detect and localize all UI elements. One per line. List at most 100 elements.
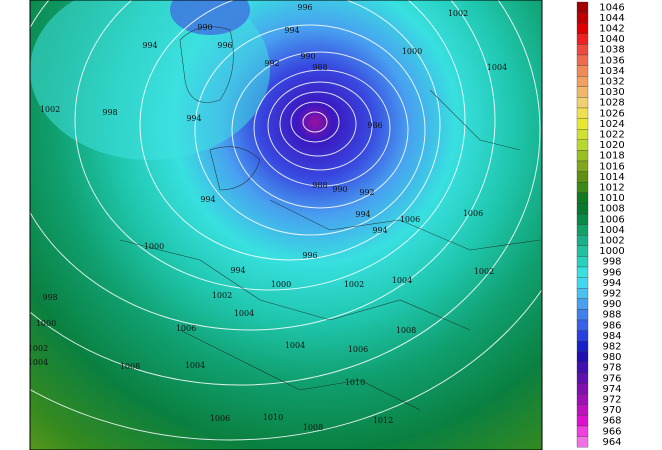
- legend-label: 972: [602, 395, 621, 406]
- legend-swatch: [576, 97, 589, 109]
- legend-swatch: [576, 1, 589, 13]
- contour-label: 998: [102, 108, 117, 117]
- legend-label: 1028: [599, 98, 624, 109]
- legend-label: 980: [602, 352, 621, 363]
- contour-label: 994: [372, 226, 387, 235]
- contour-label: 990: [332, 185, 347, 194]
- legend-label: 974: [602, 384, 621, 395]
- legend-swatch: [576, 309, 589, 321]
- legend-swatch: [576, 224, 589, 236]
- contour-label: 1000: [36, 319, 56, 328]
- contour-label: 1006: [400, 215, 420, 224]
- contour-label: 1004: [285, 341, 305, 350]
- contour-label: 992: [264, 59, 279, 68]
- contour-label: 996: [217, 41, 232, 50]
- legend-swatch: [576, 235, 589, 246]
- contour-label: 1002: [448, 9, 468, 18]
- legend-label: 1010: [599, 193, 624, 204]
- legend-label: 970: [602, 405, 621, 416]
- legend-label: 986: [602, 320, 621, 331]
- legend-swatch: [576, 160, 589, 172]
- contour-label: 994: [200, 195, 215, 204]
- legend-swatch: [576, 362, 589, 374]
- contour-label: 998: [42, 293, 57, 302]
- legend-swatch: [576, 54, 589, 66]
- legend-label: 1014: [599, 172, 624, 183]
- legend-label: 1024: [599, 119, 624, 130]
- legend-swatch: [576, 298, 589, 310]
- legend-swatch: [576, 288, 589, 299]
- legend-label: 1044: [599, 13, 624, 24]
- legend-swatch: [576, 171, 589, 183]
- contour-label: 1006: [176, 324, 196, 333]
- contour-label: 1012: [373, 416, 393, 425]
- legend-swatch: [576, 118, 589, 130]
- contour-label: 1008: [303, 423, 323, 432]
- legend-label: 1018: [599, 151, 624, 162]
- legend-label: 1004: [599, 225, 624, 236]
- contour-label: 994: [355, 210, 370, 219]
- legend-label: 1046: [599, 2, 624, 13]
- legend-label: 984: [602, 331, 621, 342]
- legend-label: 1032: [599, 77, 624, 88]
- legend-swatch: [576, 394, 589, 405]
- legend-swatch: [576, 182, 589, 193]
- legend-swatch: [576, 33, 589, 45]
- legend-label: 1008: [599, 204, 624, 215]
- legend-swatch: [576, 150, 589, 162]
- contour-label: 1002: [40, 105, 60, 114]
- contour-label: 1006: [463, 209, 483, 218]
- legend-swatch: [576, 383, 589, 395]
- legend-swatch: [576, 213, 589, 225]
- contour-label: 1008: [120, 362, 140, 371]
- legend-swatch: [576, 129, 589, 140]
- legend-label: 990: [602, 299, 621, 310]
- legend-label: 992: [602, 289, 621, 300]
- contour-label: 990: [300, 52, 315, 61]
- legend-swatch: [576, 203, 589, 215]
- legend-swatch: [576, 44, 589, 56]
- legend-swatch: [576, 23, 589, 34]
- legend-label: 1020: [599, 140, 624, 151]
- contour-label: 1006: [210, 414, 230, 423]
- contour-label: 990: [197, 23, 212, 32]
- contour-label: 994: [186, 114, 201, 123]
- legend-label: 982: [602, 342, 621, 353]
- contour-label: 1004: [234, 309, 254, 318]
- legend-swatch: [576, 266, 589, 278]
- legend-label: 1034: [599, 66, 624, 77]
- contour-label: 994: [284, 26, 299, 35]
- legend-swatch: [576, 139, 589, 151]
- contour-label: 1010: [263, 413, 283, 422]
- legend-swatch: [576, 425, 589, 437]
- contour-label: 1008: [396, 326, 416, 335]
- contour-label: 1004: [392, 276, 412, 285]
- legend-label: 1012: [599, 183, 624, 194]
- legend-swatch: [576, 415, 589, 427]
- legend-swatch: [576, 351, 589, 363]
- legend-swatch: [576, 330, 589, 342]
- legend-label: 966: [602, 426, 621, 437]
- legend-label: 1038: [599, 45, 624, 56]
- legend-label: 994: [602, 278, 621, 289]
- legend-label: 1036: [599, 55, 624, 66]
- contour-label: 996: [297, 3, 312, 12]
- legend-label: 964: [602, 437, 621, 448]
- legend-label: 988: [602, 310, 621, 321]
- contour-label: 1004: [487, 63, 507, 72]
- legend-label: 1002: [599, 236, 624, 247]
- contour-label: 1006: [348, 345, 368, 354]
- contour-label: 1000: [402, 47, 422, 56]
- legend-label: 978: [602, 363, 621, 374]
- legend-label: 1006: [599, 214, 624, 225]
- legend-swatch: [576, 76, 589, 87]
- legend-label: 1030: [599, 87, 624, 98]
- legend-swatch: [576, 192, 589, 204]
- contour-label: 1000: [144, 242, 164, 251]
- contour-label: 1004: [28, 358, 48, 367]
- legend-label: 1016: [599, 161, 624, 172]
- legend-swatch: [576, 86, 589, 98]
- contour-label: 996: [302, 251, 317, 260]
